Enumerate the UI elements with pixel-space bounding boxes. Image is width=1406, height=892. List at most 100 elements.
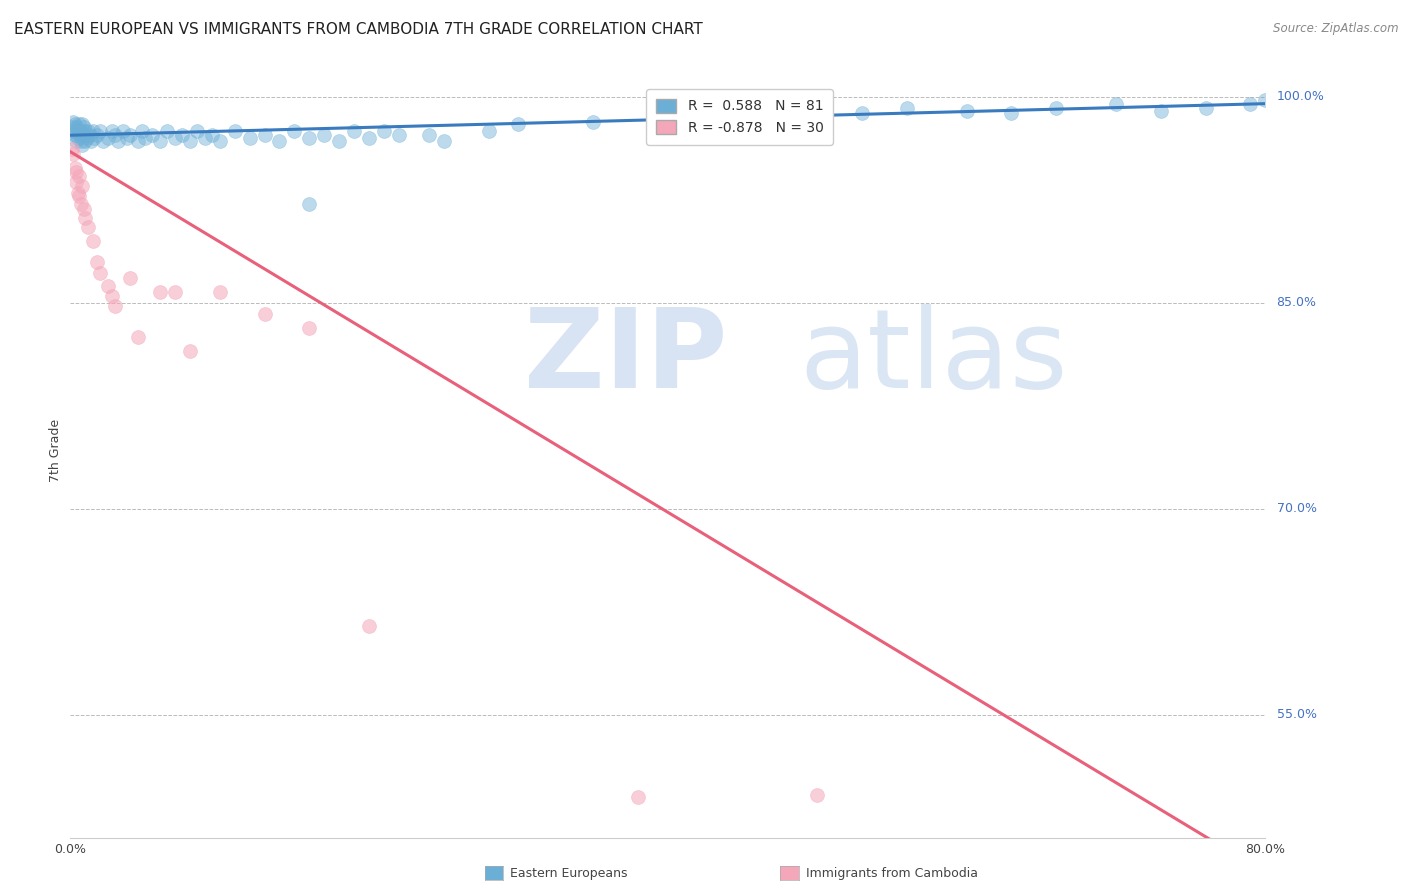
Point [359, 131, 381, 145]
Text: Eastern Europeans: Eastern Europeans [510, 867, 628, 880]
Point [82, 124, 104, 138]
Point [73, 120, 96, 134]
Point [76, 131, 98, 145]
Point [1105, 96, 1128, 111]
Point [63, 128, 86, 143]
Point [65, 175, 87, 189]
Point [70, 137, 93, 152]
Point [1000, 106, 1022, 120]
Point [1045, 101, 1067, 115]
Point [896, 101, 918, 115]
Point [298, 320, 321, 334]
Text: 100.0%: 100.0% [1277, 90, 1324, 103]
Point [657, 111, 679, 125]
Point [343, 124, 366, 138]
Point [111, 124, 134, 138]
Point [163, 131, 186, 145]
Point [806, 103, 828, 118]
Text: Immigrants from Cambodia: Immigrants from Cambodia [806, 867, 977, 880]
Point [433, 134, 456, 148]
Point [208, 285, 231, 299]
Point [86, 254, 108, 268]
Point [115, 131, 138, 145]
Point [67, 169, 90, 184]
Point [77, 220, 100, 235]
Point [89, 266, 111, 280]
Point [156, 124, 179, 138]
Point [83, 131, 105, 145]
Point [1239, 96, 1261, 111]
Point [69, 124, 91, 138]
Text: 70.0%: 70.0% [1277, 502, 1316, 516]
Point [104, 128, 127, 143]
Point [75, 211, 97, 225]
Point [314, 128, 336, 143]
Point [66, 131, 89, 145]
Point [127, 134, 149, 148]
Point [70, 179, 93, 194]
Y-axis label: 7th Grade: 7th Grade [49, 419, 62, 482]
Point [208, 134, 231, 148]
Point [97, 131, 120, 145]
Point [418, 128, 440, 143]
Point [806, 788, 828, 802]
Point [75, 124, 97, 138]
Point [73, 128, 96, 143]
Point [67, 127, 90, 141]
Point [65, 165, 87, 179]
Point [508, 117, 530, 131]
Text: EASTERN EUROPEAN VS IMMIGRANTS FROM CAMBODIA 7TH GRADE CORRELATION CHART: EASTERN EUROPEAN VS IMMIGRANTS FROM CAMB… [14, 22, 703, 37]
Point [172, 128, 194, 143]
Point [67, 188, 90, 202]
Point [1150, 103, 1173, 118]
Point [65, 120, 87, 134]
Point [388, 128, 411, 143]
Point [66, 124, 89, 138]
Point [253, 128, 276, 143]
Point [79, 128, 101, 143]
Point [120, 271, 141, 285]
Point [63, 117, 86, 131]
Point [686, 106, 709, 120]
Point [776, 111, 799, 125]
Point [253, 307, 276, 321]
Point [179, 134, 201, 148]
Point [194, 131, 217, 145]
Point [131, 124, 153, 138]
Point [60, 142, 83, 156]
Point [77, 124, 100, 138]
Point [91, 134, 114, 148]
Point [298, 131, 321, 145]
Point [63, 161, 86, 176]
Point [269, 134, 291, 148]
Point [627, 790, 650, 805]
Point [149, 285, 172, 299]
Point [65, 134, 87, 148]
Legend: R =  0.588   N = 81, R = -0.878   N = 30: R = 0.588 N = 81, R = -0.878 N = 30 [645, 89, 834, 145]
Point [224, 124, 246, 138]
Point [141, 128, 163, 143]
Point [86, 128, 108, 143]
Point [107, 134, 129, 148]
Point [69, 197, 91, 211]
Point [359, 618, 381, 632]
Point [75, 134, 97, 148]
Point [149, 134, 172, 148]
Point [82, 234, 104, 248]
Point [582, 114, 605, 128]
Point [851, 106, 873, 120]
Point [70, 117, 93, 131]
Text: ZIP: ZIP [524, 304, 728, 411]
Point [328, 134, 350, 148]
Text: atlas: atlas [799, 304, 1067, 411]
Point [101, 289, 124, 303]
Point [1195, 101, 1218, 115]
Point [373, 124, 395, 138]
Text: 55.0%: 55.0% [1277, 708, 1316, 722]
Point [478, 124, 501, 138]
Point [60, 120, 83, 134]
Point [89, 124, 111, 138]
Point [186, 124, 208, 138]
Point [1254, 93, 1277, 107]
Point [956, 103, 979, 118]
